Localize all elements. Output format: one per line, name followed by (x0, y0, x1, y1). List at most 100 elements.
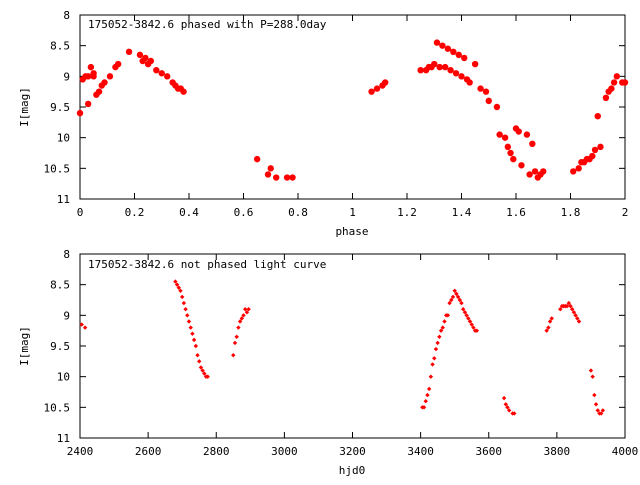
data-point (506, 408, 512, 413)
data-point (526, 171, 533, 178)
data-point (573, 313, 578, 318)
data-point (482, 88, 490, 95)
data-point (464, 313, 469, 318)
data-point (571, 310, 577, 315)
data-point (417, 67, 424, 74)
data-point (439, 42, 446, 49)
data-point (197, 359, 202, 364)
data-point (570, 168, 577, 175)
data-point (461, 307, 466, 312)
y-tick-label: 10 (57, 371, 70, 384)
data-point (466, 79, 473, 86)
data-point (178, 288, 183, 293)
data-point (180, 88, 187, 95)
data-point (241, 313, 246, 318)
data-point (283, 174, 291, 181)
data-point (246, 307, 251, 312)
data-point (185, 313, 190, 318)
data-point (289, 174, 296, 181)
y-tick-label: 9 (63, 309, 70, 322)
x-tick-label: 2800 (203, 445, 230, 458)
data-point (432, 356, 437, 361)
x-tick-label: 1.2 (397, 206, 417, 219)
y-tick-label: 9.5 (50, 101, 70, 114)
data-point (503, 402, 508, 407)
data-point (531, 168, 539, 175)
data-point (382, 79, 389, 86)
x-ticks: 2400 2600 2800 3000 3200 3400 3600 3800 4000 (67, 254, 638, 458)
data-point (510, 155, 517, 163)
data-point (621, 79, 629, 86)
data-point (198, 365, 204, 370)
x-tick-label: 3000 (271, 445, 298, 458)
x-axis-label: hjd0 (339, 464, 366, 477)
data-point (598, 411, 604, 416)
data-point (610, 79, 618, 86)
data-point (186, 319, 192, 324)
x-tick-label: 0.8 (288, 206, 308, 219)
x-tick-label: 3400 (407, 445, 434, 458)
x-tick-label: 3600 (476, 445, 503, 458)
x-tick-label: 0.4 (179, 206, 199, 219)
data-point (176, 285, 181, 290)
y-axis-label: I[mag] (18, 87, 31, 127)
data-point (568, 303, 573, 309)
data-point (437, 334, 442, 339)
data-point (558, 307, 563, 312)
data-point (82, 325, 88, 330)
x-tick-label: 0.6 (234, 206, 254, 219)
data-point (142, 54, 149, 62)
data-point (449, 297, 454, 303)
data-point (433, 39, 441, 46)
data-point (512, 411, 517, 416)
data-point (518, 162, 525, 169)
y-ticks: 8 8.5 9 9.5 10 10.5 11 (44, 9, 625, 206)
data-point (84, 73, 92, 80)
data-point (459, 300, 464, 306)
data-point (237, 319, 243, 324)
data-point (600, 408, 606, 413)
data-point (455, 51, 462, 59)
y-tick-label: 8 (63, 248, 70, 261)
data-point (236, 325, 241, 330)
y-tick-label: 8 (63, 9, 70, 22)
data-point (106, 73, 114, 80)
data-point (564, 303, 570, 309)
data-point (450, 294, 456, 300)
chart-title: 175052-3842.6 not phased light curve (88, 258, 326, 271)
data-point (95, 88, 103, 95)
data-point (589, 152, 596, 160)
data-point (445, 313, 451, 318)
chart-title: 175052-3842.6 phased with P=288.0day (88, 18, 327, 31)
data-point (101, 79, 108, 86)
data-point (264, 171, 272, 178)
data-point (549, 316, 554, 321)
x-tick-label: 3800 (544, 445, 571, 458)
data-point (474, 328, 480, 333)
data-point (575, 316, 580, 321)
data-point (136, 51, 144, 59)
data-point (188, 325, 193, 330)
data-point (501, 395, 507, 401)
data-point (190, 331, 195, 336)
x-tick-label: 1.4 (452, 206, 472, 219)
data-point (79, 322, 84, 327)
data-point (595, 408, 600, 413)
x-tick-label: 2 (622, 206, 629, 219)
data-point (368, 88, 375, 95)
y-tick-label: 10.5 (44, 401, 71, 414)
data-point (593, 402, 599, 407)
data-point (471, 60, 479, 68)
x-tick-label: 2400 (67, 445, 94, 458)
x-tick-label: 1.6 (506, 206, 526, 219)
data-point (435, 340, 440, 346)
data-point (447, 67, 454, 74)
data-point (466, 316, 471, 321)
y-tick-label: 8.5 (50, 40, 70, 53)
data-point (430, 362, 435, 367)
y-axis-label: I[mag] (18, 326, 31, 366)
y-tick-label: 9 (63, 70, 70, 83)
data-point (431, 60, 438, 68)
data-point (147, 57, 155, 65)
y-tick-label: 11 (57, 193, 70, 206)
